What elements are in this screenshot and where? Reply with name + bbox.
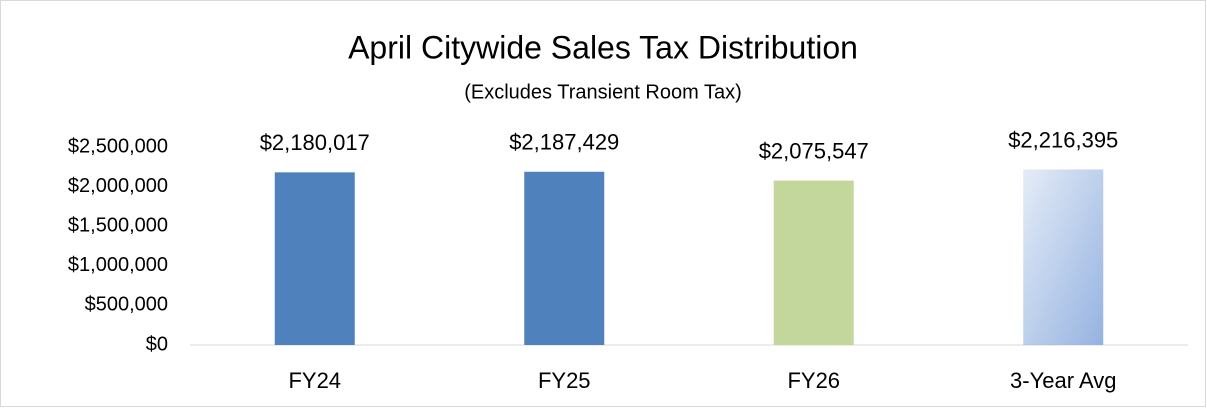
y-tick-label: $2,000,000 xyxy=(68,175,168,197)
y-tick-label: $2,500,000 xyxy=(68,135,168,157)
y-tick-label: $0 xyxy=(146,333,168,355)
bar xyxy=(524,171,605,345)
chart-subtitle: (Excludes Transient Room Tax) xyxy=(464,81,742,103)
x-tick-label: FY26 xyxy=(787,368,840,393)
x-tick-label: 3-Year Avg xyxy=(1010,368,1116,393)
value-label: $2,187,429 xyxy=(509,130,619,155)
value-label: $2,216,395 xyxy=(1008,127,1118,152)
bar xyxy=(274,172,355,345)
bar xyxy=(1023,169,1104,345)
y-tick-label: $500,000 xyxy=(85,294,168,316)
chart-title: April Citywide Sales Tax Distribution xyxy=(348,29,858,65)
x-tick-label: FY24 xyxy=(288,368,341,393)
y-tick-label: $1,000,000 xyxy=(68,254,168,276)
bar xyxy=(773,180,854,345)
value-label: $2,180,017 xyxy=(260,130,370,155)
x-tick-label: FY25 xyxy=(538,368,591,393)
value-label: $2,075,547 xyxy=(759,138,869,163)
y-tick-label: $1,500,000 xyxy=(68,214,168,236)
